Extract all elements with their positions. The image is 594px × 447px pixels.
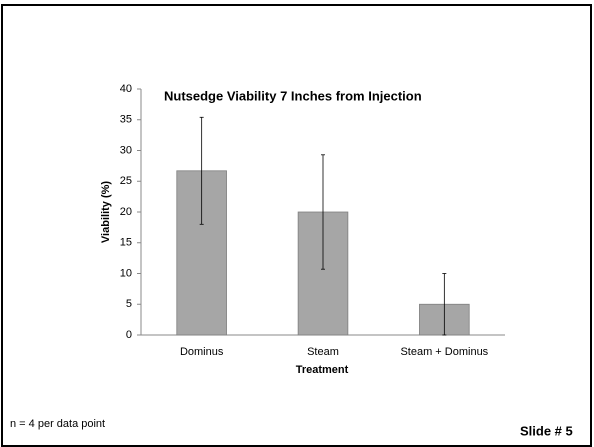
x-tick-label: Dominus bbox=[180, 346, 224, 358]
slide-border bbox=[1, 4, 592, 447]
y-tick-label: 5 bbox=[126, 298, 132, 310]
y-tick-label: 40 bbox=[120, 83, 132, 95]
y-tick-label: 15 bbox=[120, 237, 132, 249]
chart-title: Nutsedge Viability 7 Inches from Injecti… bbox=[164, 88, 422, 103]
y-tick-label: 30 bbox=[120, 144, 132, 156]
y-tick-label: 10 bbox=[120, 267, 132, 279]
x-tick-label: Steam bbox=[307, 346, 339, 358]
slide-label: Slide # 5 bbox=[520, 423, 573, 438]
y-tick-label: 0 bbox=[126, 329, 132, 341]
y-tick-label: 25 bbox=[120, 175, 132, 187]
x-axis-label: Treatment bbox=[296, 364, 349, 376]
y-tick-label: 20 bbox=[120, 206, 132, 218]
x-tick-label: Steam + Dominus bbox=[400, 346, 488, 358]
y-axis-label: Viability (%) bbox=[100, 181, 112, 243]
y-tick-label: 35 bbox=[120, 114, 132, 126]
footnote: n = 4 per data point bbox=[10, 418, 105, 430]
